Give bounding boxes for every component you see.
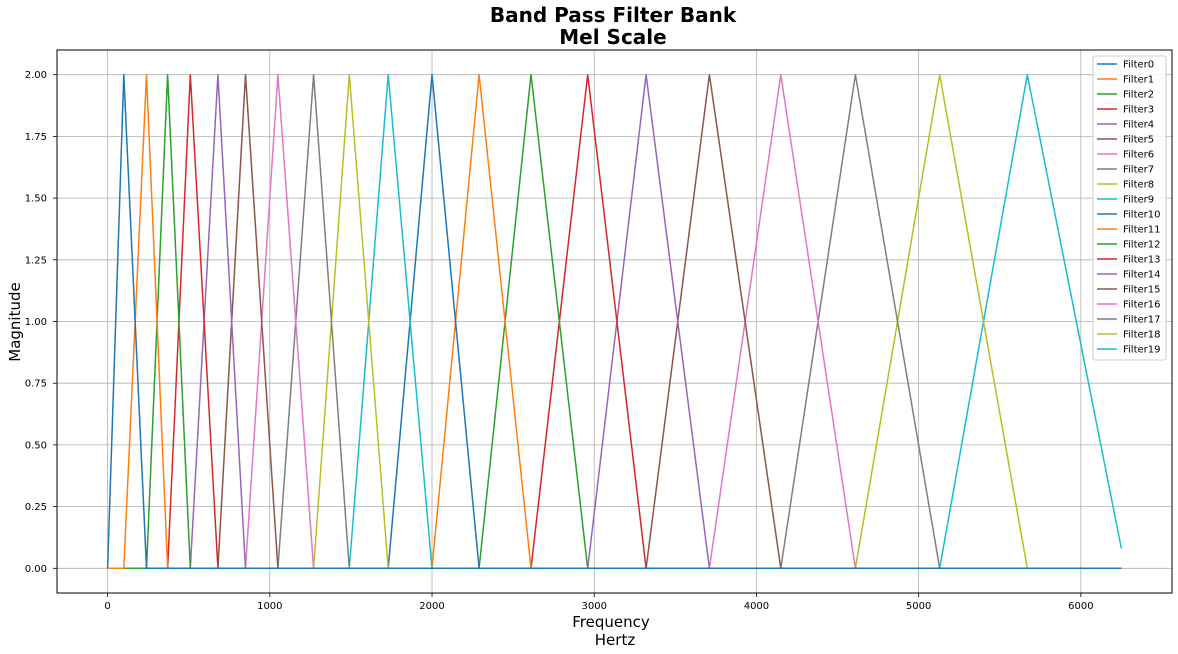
legend-label: Filter14 <box>1123 270 1161 281</box>
legend-label: Filter17 <box>1123 315 1161 326</box>
y-tick-label: 0.25 <box>25 502 47 513</box>
y-tick-label: 2.00 <box>25 70 47 81</box>
legend-label: Filter6 <box>1123 150 1154 161</box>
x-tick-label: 0 <box>104 601 110 612</box>
series-line-filter0 <box>106 73 1122 570</box>
x-tick-label: 6000 <box>1068 601 1093 612</box>
legend-label: Filter16 <box>1123 300 1161 311</box>
axis-ticks: 0 1000 2000 3000 4000 5000 6000 0.00 0.25 0.50 0.7… <box>25 70 1094 612</box>
legend-label: Filter2 <box>1123 90 1154 101</box>
y-tick-label: 0.00 <box>25 564 47 575</box>
legend-label: Filter1 <box>1123 75 1154 86</box>
y-tick-label: 1.00 <box>25 317 47 328</box>
x-tick-label: 2000 <box>419 601 444 612</box>
x-axis-subtitle: Hertz <box>595 631 636 649</box>
legend-label: Filter0 <box>1123 60 1154 71</box>
legend-label: Filter15 <box>1123 285 1161 296</box>
legend-label: Filter3 <box>1123 105 1154 116</box>
legend-label: Filter9 <box>1123 195 1154 206</box>
legend-label: Filter7 <box>1123 165 1154 176</box>
x-axis-title: Frequency <box>572 613 650 631</box>
legend-label: Filter13 <box>1123 255 1161 266</box>
chart-subtitle: Mel Scale <box>559 25 666 49</box>
chart-title: Band Pass Filter Bank <box>490 3 737 27</box>
y-tick-label: 1.25 <box>25 255 47 266</box>
legend-label: Filter11 <box>1123 225 1161 236</box>
legend-label: Filter10 <box>1123 210 1161 221</box>
x-tick-label: 4000 <box>744 601 769 612</box>
y-tick-label: 0.75 <box>25 379 47 390</box>
legend-label: Filter8 <box>1123 180 1154 191</box>
legend: Filter0 Filter1 Filter2 Filter3 Filter4 Filte… <box>1092 55 1167 361</box>
x-tick-label: 1000 <box>257 601 282 612</box>
legend-label: Filter19 <box>1123 345 1161 356</box>
legend-label: Filter5 <box>1123 135 1154 146</box>
series-lines <box>106 73 1123 570</box>
y-tick-label: 1.75 <box>25 132 47 143</box>
y-tick-label: 0.50 <box>25 440 47 451</box>
x-tick-label: 5000 <box>906 601 931 612</box>
y-tick-label: 1.50 <box>25 194 47 205</box>
y-axis-title: Magnitude <box>6 282 24 361</box>
legend-label: Filter12 <box>1123 240 1161 251</box>
legend-label: Filter4 <box>1123 120 1154 131</box>
legend-box <box>1092 55 1167 361</box>
legend-label: Filter18 <box>1123 330 1161 341</box>
grid <box>57 50 1172 593</box>
x-tick-label: 3000 <box>581 601 606 612</box>
